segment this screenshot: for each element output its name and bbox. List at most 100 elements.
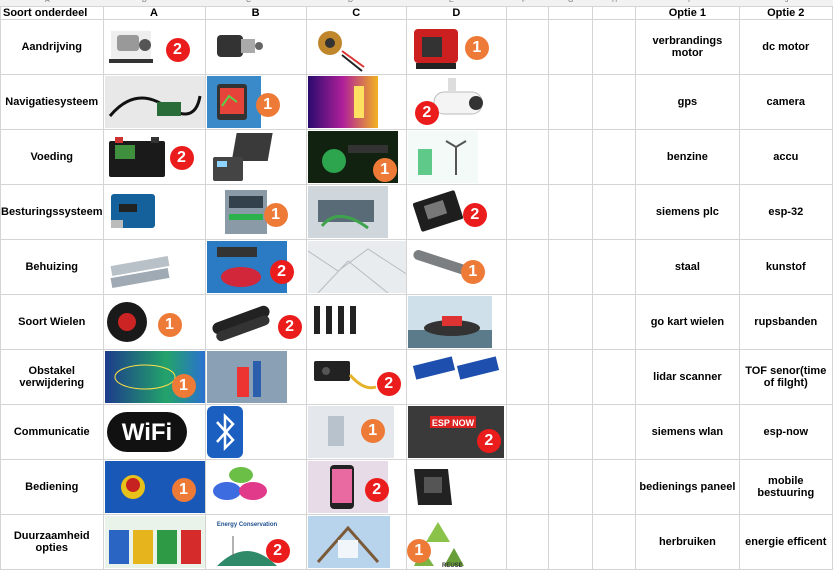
empty-cell[interactable]: [548, 74, 594, 131]
option2-cell[interactable]: energie efficent: [738, 514, 833, 571]
image-cell[interactable]: [204, 19, 307, 76]
image-cell[interactable]: 2: [102, 19, 206, 76]
image-cell[interactable]: [405, 294, 507, 351]
row-label[interactable]: Behuizing: [0, 239, 104, 296]
image-cell[interactable]: 1: [204, 74, 307, 131]
row-label[interactable]: Communicatie: [0, 404, 104, 461]
image-cell[interactable]: [305, 184, 407, 241]
option1-cell[interactable]: herbruiken: [635, 514, 740, 571]
image-cell[interactable]: [305, 294, 407, 351]
option2-cell[interactable]: accu: [738, 129, 833, 186]
col-letter[interactable]: B: [142, 0, 147, 4]
header-cell-soort[interactable]: Soort onderdeel: [0, 5, 104, 21]
option1-cell[interactable]: benzine: [635, 129, 740, 186]
row-label[interactable]: Obstakel verwijdering: [0, 349, 104, 406]
empty-cell[interactable]: [548, 19, 594, 76]
empty-cell[interactable]: [505, 129, 550, 186]
empty-cell[interactable]: [592, 349, 637, 406]
image-cell[interactable]: [204, 404, 307, 461]
image-cell[interactable]: 2: [405, 184, 507, 241]
header-cell-c[interactable]: C: [305, 5, 407, 21]
image-cell[interactable]: ESP NOW 2: [405, 404, 507, 461]
option1-cell[interactable]: staal: [635, 239, 740, 296]
empty-cell[interactable]: [548, 294, 594, 351]
header-cell-optie2[interactable]: Optie 2: [738, 5, 833, 21]
image-cell[interactable]: [305, 74, 407, 131]
header-cell-optie1[interactable]: Optie 1: [635, 5, 740, 21]
option1-cell[interactable]: go kart wielen: [635, 294, 740, 351]
image-cell[interactable]: [204, 129, 307, 186]
empty-cell[interactable]: [505, 404, 550, 461]
image-cell[interactable]: [102, 239, 206, 296]
empty-cell[interactable]: [592, 459, 637, 516]
empty-cell[interactable]: [592, 19, 637, 76]
empty-cell[interactable]: [505, 184, 550, 241]
image-cell[interactable]: 1: [305, 404, 407, 461]
empty-cell[interactable]: [505, 5, 550, 21]
empty-cell[interactable]: [548, 239, 594, 296]
option2-cell[interactable]: dc motor: [738, 19, 833, 76]
option1-cell[interactable]: bedienings paneel: [635, 459, 740, 516]
empty-cell[interactable]: [505, 239, 550, 296]
option2-cell[interactable]: esp-32: [738, 184, 833, 241]
image-cell[interactable]: REUSE 1: [405, 514, 507, 571]
option2-cell[interactable]: esp-now: [738, 404, 833, 461]
image-cell[interactable]: 2: [204, 294, 307, 351]
image-cell[interactable]: 1: [305, 129, 407, 186]
empty-cell[interactable]: [592, 74, 637, 131]
image-cell[interactable]: 2: [305, 459, 407, 516]
empty-cell[interactable]: [505, 349, 550, 406]
image-cell[interactable]: 1: [405, 19, 507, 76]
empty-cell[interactable]: [592, 404, 637, 461]
empty-cell[interactable]: [592, 184, 637, 241]
image-cell[interactable]: 1: [102, 294, 206, 351]
option2-cell[interactable]: kunstof: [738, 239, 833, 296]
image-cell[interactable]: [102, 184, 206, 241]
row-label[interactable]: Voeding: [0, 129, 104, 186]
image-cell[interactable]: 1: [102, 459, 206, 516]
empty-cell[interactable]: [548, 404, 594, 461]
empty-cell[interactable]: [548, 514, 594, 571]
option2-cell[interactable]: TOF senor(time of filght): [738, 349, 833, 406]
row-label[interactable]: Duurzaamheid opties: [0, 514, 104, 571]
image-cell[interactable]: [102, 514, 206, 571]
image-cell[interactable]: 2: [405, 74, 507, 131]
row-label[interactable]: Navigatiesysteem: [0, 74, 104, 131]
col-letter[interactable]: J: [785, 0, 789, 4]
header-cell-d[interactable]: D: [405, 5, 507, 21]
col-letter[interactable]: G: [568, 0, 574, 4]
image-cell[interactable]: [305, 239, 407, 296]
empty-cell[interactable]: [505, 294, 550, 351]
image-cell[interactable]: 1: [102, 349, 206, 406]
image-cell[interactable]: [204, 349, 307, 406]
col-letter[interactable]: C: [246, 0, 252, 4]
image-cell[interactable]: [405, 349, 507, 406]
image-cell[interactable]: WiFi: [102, 404, 206, 461]
image-cell[interactable]: [305, 19, 407, 76]
col-letter[interactable]: D: [348, 0, 354, 4]
image-cell[interactable]: [204, 459, 307, 516]
empty-cell[interactable]: [548, 184, 594, 241]
option1-cell[interactable]: lidar scanner: [635, 349, 740, 406]
empty-cell[interactable]: [548, 129, 594, 186]
option1-cell[interactable]: gps: [635, 74, 740, 131]
header-cell-a[interactable]: A: [102, 5, 206, 21]
col-letter[interactable]: F: [522, 0, 527, 4]
empty-cell[interactable]: [592, 514, 637, 571]
empty-cell[interactable]: [505, 514, 550, 571]
empty-cell[interactable]: [548, 5, 594, 21]
empty-cell[interactable]: [592, 239, 637, 296]
row-label[interactable]: Soort Wielen: [0, 294, 104, 351]
empty-cell[interactable]: [548, 459, 594, 516]
col-letter[interactable]: I: [688, 0, 690, 4]
empty-cell[interactable]: [592, 294, 637, 351]
empty-cell[interactable]: [505, 459, 550, 516]
option1-cell[interactable]: siemens wlan: [635, 404, 740, 461]
image-cell[interactable]: [405, 129, 507, 186]
option2-cell[interactable]: rupsbanden: [738, 294, 833, 351]
empty-cell[interactable]: [592, 5, 637, 21]
col-letter[interactable]: E: [449, 0, 454, 4]
option2-cell[interactable]: mobile bestuuring: [738, 459, 833, 516]
image-cell[interactable]: 2: [305, 349, 407, 406]
empty-cell[interactable]: [505, 19, 550, 76]
